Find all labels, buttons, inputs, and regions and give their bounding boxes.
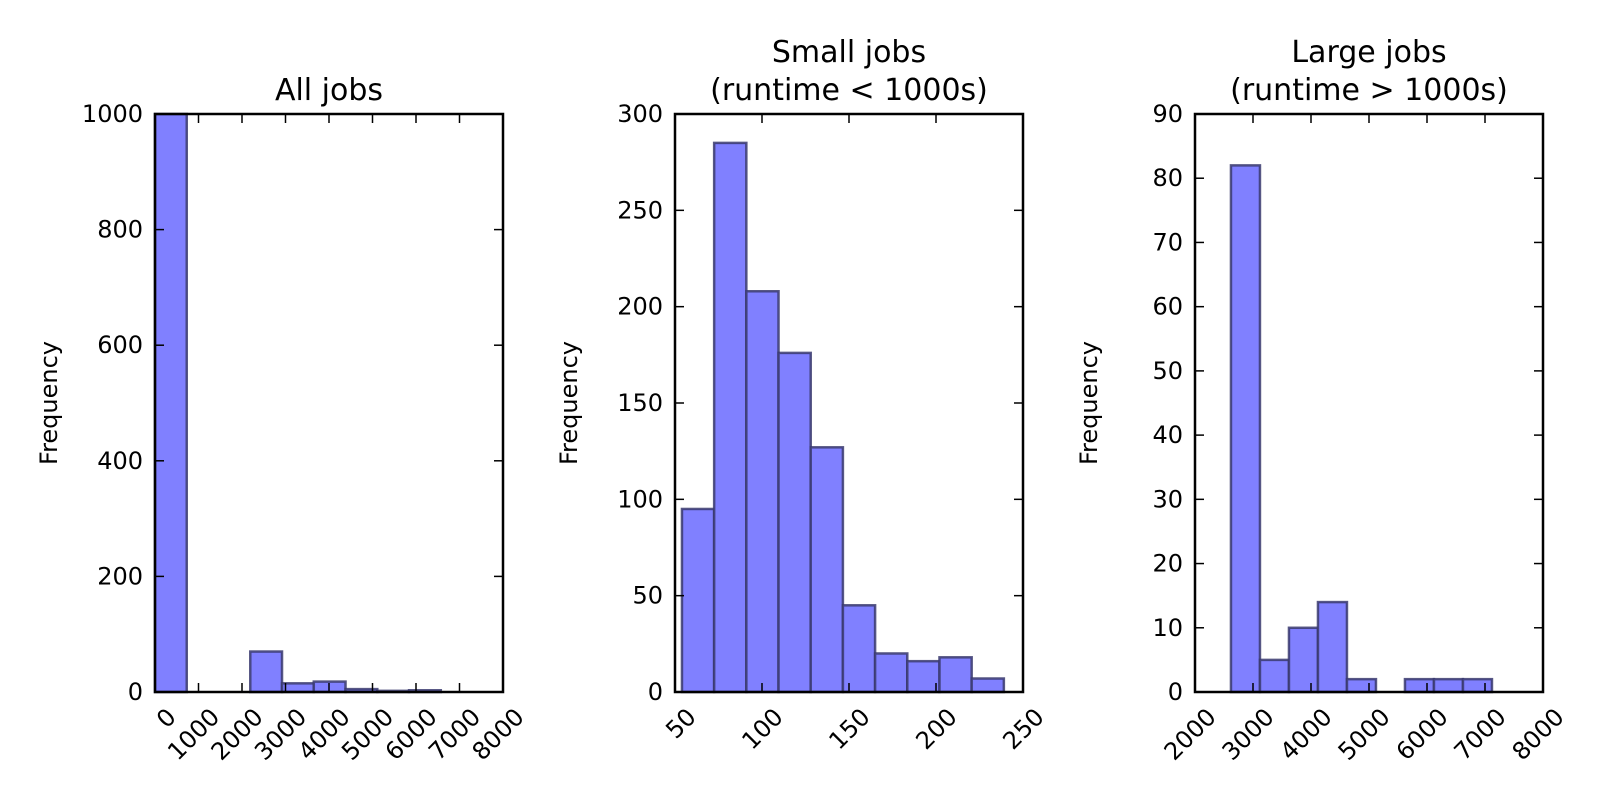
- y-tick-label: 70: [1152, 228, 1183, 256]
- histogram-bar: [1258, 658, 1291, 694]
- y-tick-label: 20: [1152, 550, 1183, 578]
- histogram-bar: [712, 141, 748, 694]
- y-tick-label: 1000: [82, 100, 143, 128]
- histogram-bar: [938, 656, 973, 694]
- histogram-bar: [1229, 164, 1262, 694]
- histogram-bar: [1403, 677, 1436, 694]
- y-tick-label: 600: [97, 331, 143, 359]
- histogram-bar: [745, 290, 780, 694]
- histogram-bar: [906, 659, 941, 694]
- y-tick-label: 200: [97, 562, 143, 590]
- histogram-bar: [249, 650, 284, 694]
- histogram-bar: [1461, 677, 1494, 694]
- y-tick-label: 40: [1152, 421, 1183, 449]
- y-tick-label: 200: [617, 293, 663, 321]
- histogram-bar: [1316, 600, 1349, 694]
- x-tick-label: 2000: [1159, 703, 1222, 766]
- y-tick-label: 50: [1152, 357, 1183, 385]
- chart-title: All jobs: [275, 73, 383, 108]
- x-tick-label: 7000: [1449, 703, 1512, 766]
- x-tick-label: 200: [910, 703, 962, 755]
- chart-title: Small jobs: [772, 35, 926, 70]
- histogram-bar: [970, 677, 1006, 694]
- y-tick-label: 90: [1152, 100, 1183, 128]
- y-axis-label: Frequency: [35, 341, 63, 465]
- y-tick-label: 300: [617, 100, 663, 128]
- chart-panel-1: 0200400600800100001000200030004000500060…: [35, 73, 530, 766]
- y-tick-label: 30: [1152, 485, 1183, 513]
- y-tick-label: 0: [128, 678, 143, 706]
- y-axis-label: Frequency: [555, 341, 583, 465]
- histogram-bar: [841, 604, 877, 694]
- x-tick-label: 100: [736, 703, 788, 755]
- plot-frame: [153, 112, 505, 694]
- x-tick-label: 250: [997, 703, 1049, 755]
- y-tick-label: 0: [648, 678, 663, 706]
- chart-title: (runtime > 1000s): [1230, 73, 1508, 108]
- y-axis-label: Frequency: [1075, 341, 1103, 465]
- y-tick-label: 60: [1152, 293, 1183, 321]
- x-tick-label: 5000: [1333, 703, 1396, 766]
- histogram-bar: [1287, 626, 1320, 694]
- y-tick-label: 150: [617, 389, 663, 417]
- histogram-bar: [1345, 677, 1378, 694]
- y-tick-label: 0: [1168, 678, 1183, 706]
- x-tick-label: 150: [823, 703, 875, 755]
- x-tick-label: 50: [660, 703, 701, 744]
- histogram-bar: [153, 112, 189, 694]
- histogram-bar: [873, 652, 909, 694]
- y-tick-label: 800: [97, 216, 143, 244]
- chart-title: (runtime < 1000s): [710, 73, 988, 108]
- x-tick-label: 0: [151, 703, 182, 734]
- chart-title: Large jobs: [1291, 35, 1446, 70]
- histogram-bar: [1432, 677, 1465, 694]
- histogram-bar: [680, 507, 716, 694]
- x-tick-label: 8000: [467, 703, 530, 766]
- x-tick-label: 3000: [1217, 703, 1280, 766]
- y-tick-label: 10: [1152, 614, 1183, 642]
- histogram-bar: [777, 351, 812, 694]
- x-tick-label: 8000: [1507, 703, 1570, 766]
- histogram-bar: [809, 446, 845, 694]
- y-tick-label: 250: [617, 196, 663, 224]
- chart-panel-3: 0 10 20 30 40 50 60 70 80 90 200030004000500060007…: [1075, 35, 1570, 766]
- x-tick-label: 6000: [1391, 703, 1454, 766]
- x-tick-label: 4000: [1275, 703, 1338, 766]
- y-tick-label: 100: [617, 485, 663, 513]
- y-tick-label: 80: [1152, 164, 1183, 192]
- y-tick-label: 50: [632, 582, 663, 610]
- y-tick-label: 400: [97, 447, 143, 475]
- histogram-bar: [280, 682, 316, 694]
